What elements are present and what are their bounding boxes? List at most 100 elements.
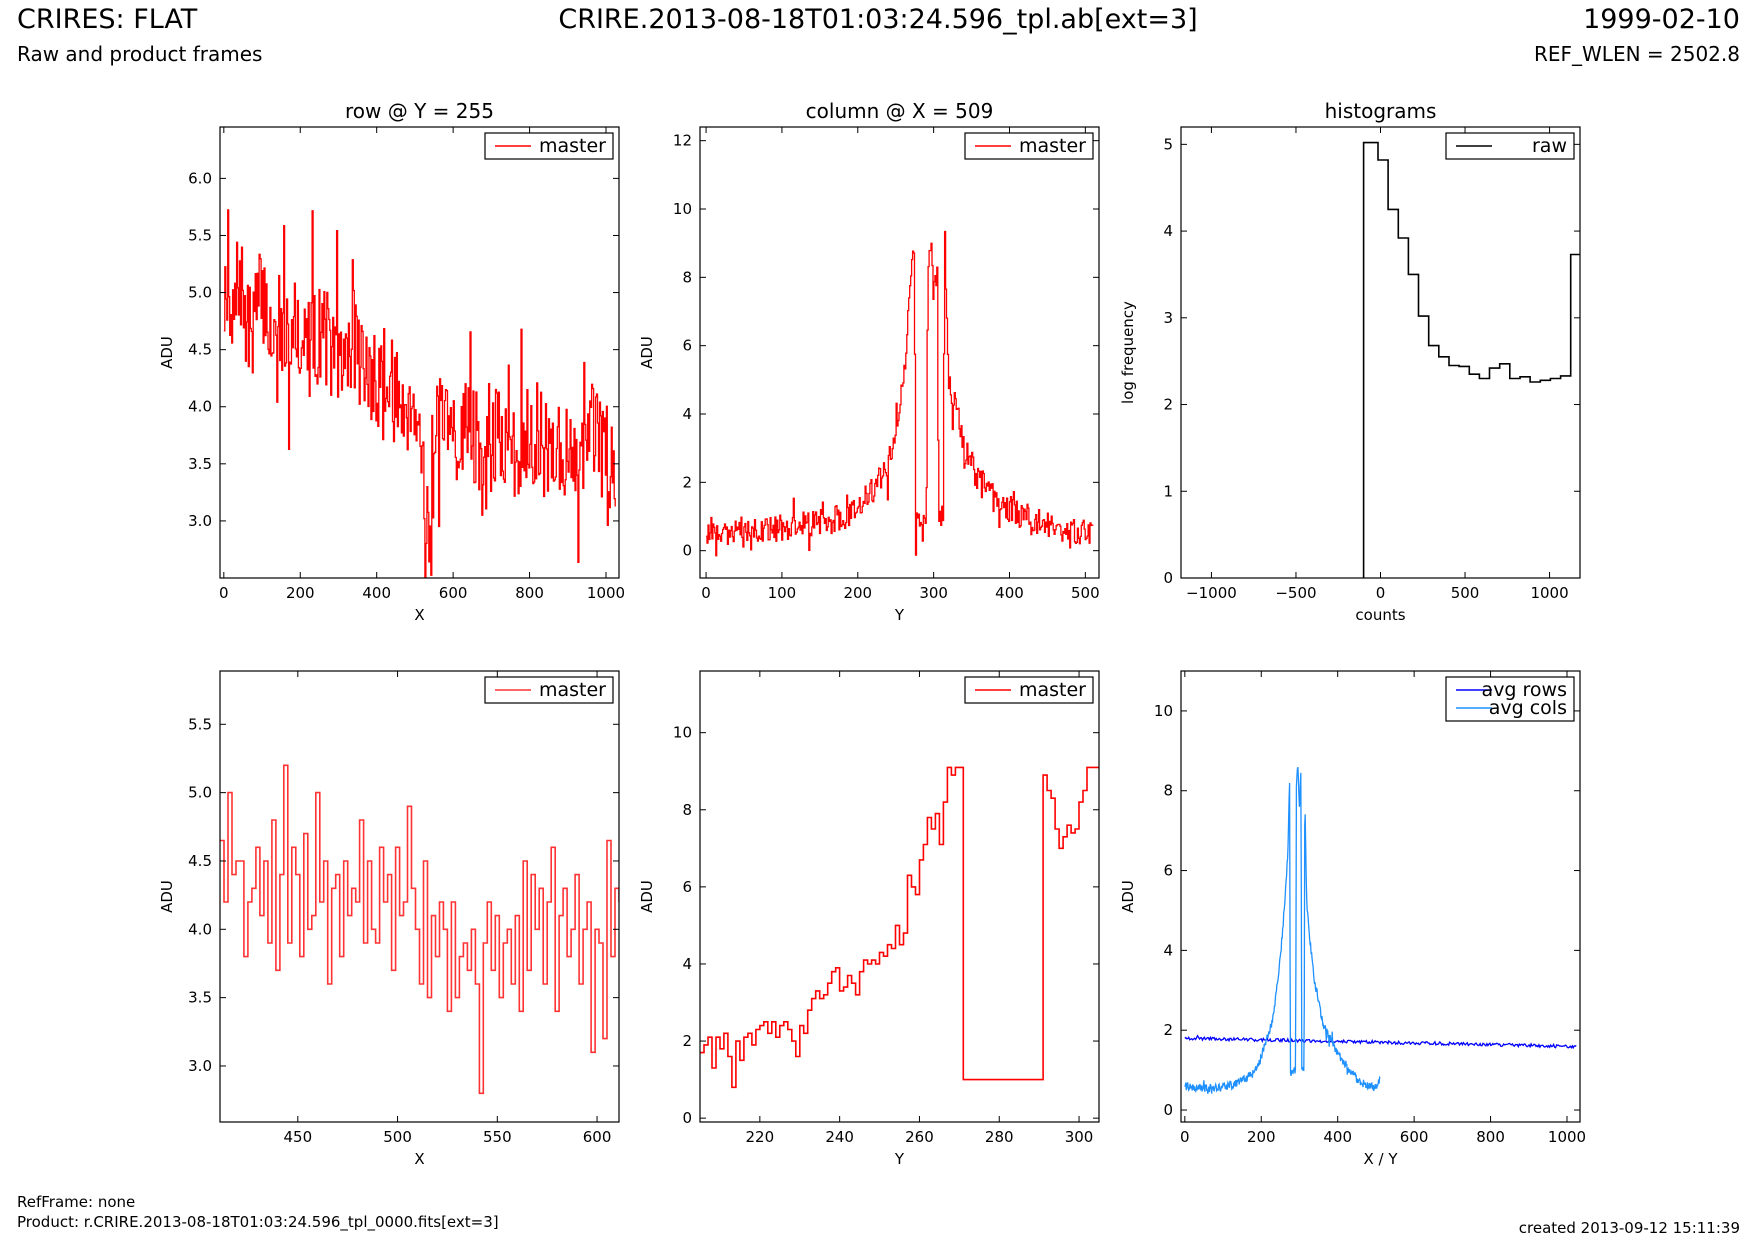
x-tick-label: 300 xyxy=(919,584,948,602)
y-axis-label: ADU xyxy=(638,880,656,913)
x-tick-label: −500 xyxy=(1275,584,1316,602)
y-tick-label: 10 xyxy=(673,724,692,742)
chart-title: histograms xyxy=(1325,99,1437,123)
y-tick-label: 4 xyxy=(1163,222,1173,240)
series-avg-rows xyxy=(1184,1034,1577,1050)
x-axis-label: X xyxy=(414,1150,424,1168)
chart-averages: 0 200 400 600 800 1000 0 2 4 6 8 10 X / Y ADU avg rows… xyxy=(1119,670,1586,1168)
x-axis-label: Y xyxy=(894,1150,905,1168)
y-axis-label: ADU xyxy=(158,880,176,913)
x-tick-label: 0 xyxy=(219,584,229,602)
x-tick-label: 0 xyxy=(701,584,711,602)
y-axis-label: ADU xyxy=(1119,880,1137,913)
x-tick-label: 600 xyxy=(583,1128,612,1146)
series-avg-cols xyxy=(1184,766,1381,1094)
x-tick-label: 600 xyxy=(1400,1128,1429,1146)
y-tick-label: 0 xyxy=(682,1109,692,1127)
y-tick-label: 4 xyxy=(682,405,692,423)
plot-frame xyxy=(219,670,620,1123)
y-tick-label: 8 xyxy=(682,268,692,286)
y-tick-label: 10 xyxy=(673,200,692,218)
product-label: Product: r.CRIRE.2013-08-18T01:03:24.596… xyxy=(17,1213,499,1231)
ref-frame-label: RefFrame: none xyxy=(17,1193,136,1211)
series-master xyxy=(223,209,616,578)
x-tick-label: 550 xyxy=(483,1128,512,1146)
chart-column: 0 100 200 300 400 500 0 2 4 6 8 10 12 column @ X = 50… xyxy=(638,99,1100,624)
y-tick-label: 4.0 xyxy=(188,920,212,938)
legend: master xyxy=(964,676,1094,704)
y-tick-label: 6 xyxy=(682,337,692,355)
x-tick-label: 800 xyxy=(515,584,544,602)
plot-frame xyxy=(699,670,1100,1123)
x-tick-label: 220 xyxy=(746,1128,775,1146)
x-tick-label: 500 xyxy=(1071,584,1100,602)
x-tick-label: 800 xyxy=(1476,1128,1505,1146)
y-tick-label: 2 xyxy=(682,1032,692,1050)
x-tick-label: 500 xyxy=(1451,584,1480,602)
legend-label: avg cols xyxy=(1489,697,1567,719)
legend-label: avg rows xyxy=(1482,679,1567,701)
y-tick-label: 2 xyxy=(1163,396,1173,414)
x-tick-label: 200 xyxy=(286,584,315,602)
x-axis-label: X / Y xyxy=(1363,1150,1398,1168)
legend-box xyxy=(1445,676,1575,722)
y-tick-label: 4.5 xyxy=(188,341,212,359)
x-tick-label: 280 xyxy=(985,1128,1014,1146)
y-tick-label: 1 xyxy=(1163,482,1173,500)
y-axis-label: ADU xyxy=(638,336,656,369)
x-tick-label: 600 xyxy=(439,584,468,602)
chart-row: 0 200 400 600 800 1000 3.0 3.5 4.0 4.5 5.0 5.5 6.0 ro… xyxy=(158,99,625,624)
y-tick-label: 0 xyxy=(1163,569,1173,587)
y-axis-label: log frequency xyxy=(1119,301,1137,404)
x-tick-label: 300 xyxy=(1065,1128,1094,1146)
x-tick-label: 500 xyxy=(383,1128,412,1146)
y-tick-label: 6 xyxy=(1163,862,1173,880)
legend-label: master xyxy=(539,679,606,701)
x-axis-label: X xyxy=(414,606,424,624)
x-tick-label: 100 xyxy=(768,584,797,602)
y-tick-label: 8 xyxy=(682,801,692,819)
ref-wlen-label: REF_WLEN = 2502.8 xyxy=(1533,42,1740,66)
x-tick-label: 400 xyxy=(995,584,1024,602)
y-tick-label: 5.0 xyxy=(188,284,212,302)
plot-frame xyxy=(699,126,1100,579)
legend-label: master xyxy=(539,135,606,157)
x-tick-label: −1000 xyxy=(1186,584,1237,602)
y-tick-label: 2 xyxy=(682,473,692,491)
y-tick-label: 3.0 xyxy=(188,1057,212,1075)
chart-row-zoom: 450 500 550 600 3.0 3.5 4.0 4.5 5.0 5.5 X ADU master xyxy=(158,670,620,1168)
created-label: created 2013-09-12 15:11:39 xyxy=(1518,1219,1740,1237)
y-tick-label: 6.0 xyxy=(188,169,212,187)
x-tick-label: 1000 xyxy=(1548,1128,1586,1146)
y-tick-label: 0 xyxy=(1163,1101,1173,1119)
plot-frame xyxy=(219,126,620,579)
legend-label: master xyxy=(1019,135,1086,157)
x-tick-label: 450 xyxy=(283,1128,312,1146)
chart-histograms: −1000 −500 0 500 1000 0 1 2 3 4 5 histograms counts l… xyxy=(1119,99,1581,624)
y-tick-label: 3.0 xyxy=(188,512,212,530)
x-axis-label: counts xyxy=(1355,606,1405,624)
x-tick-label: 0 xyxy=(1180,1128,1190,1146)
y-tick-label: 4.0 xyxy=(188,398,212,416)
series-master xyxy=(220,764,619,1095)
x-tick-label: 260 xyxy=(905,1128,934,1146)
x-tick-label: 1000 xyxy=(1530,584,1568,602)
x-tick-label: 400 xyxy=(362,584,391,602)
file-title: CRIRE.2013-08-18T01:03:24.596_tpl.ab[ext… xyxy=(558,4,1198,35)
x-axis-label: Y xyxy=(894,606,905,624)
plot-frame xyxy=(1180,126,1581,579)
legend: master xyxy=(484,676,614,704)
plot-frame xyxy=(1180,670,1581,1123)
legend-label: master xyxy=(1019,679,1086,701)
x-tick-label: 200 xyxy=(1247,1128,1276,1146)
y-tick-label: 2 xyxy=(1163,1021,1173,1039)
date-label: 1999-02-10 xyxy=(1583,4,1740,35)
y-tick-label: 5.0 xyxy=(188,784,212,802)
y-tick-label: 3.5 xyxy=(188,989,212,1007)
legend: master xyxy=(484,132,614,160)
app-subtitle: Raw and product frames xyxy=(17,42,263,66)
chart-title: row @ Y = 255 xyxy=(345,99,494,123)
y-tick-label: 4 xyxy=(1163,941,1173,959)
x-tick-label: 0 xyxy=(1376,584,1386,602)
